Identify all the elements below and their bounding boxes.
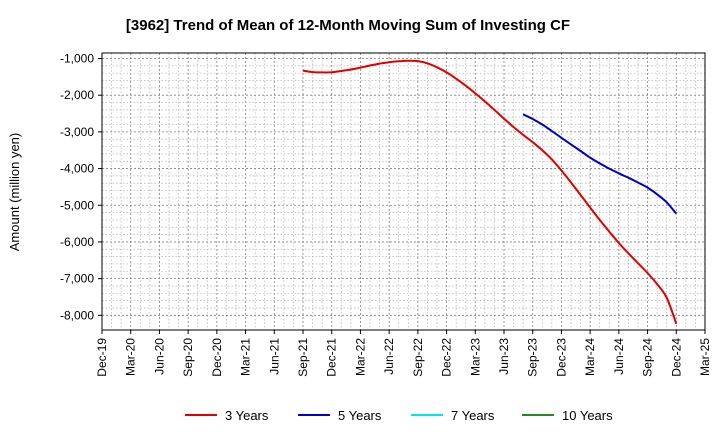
x-tick-label: Mar-21: [239, 338, 253, 376]
plot-border: [101, 52, 706, 331]
series-line-3-years: [302, 59, 678, 325]
x-tick-label: Sep-23: [526, 338, 540, 377]
x-tick-label: Mar-20: [124, 338, 138, 376]
x-tick-label: Jun-22: [382, 338, 396, 375]
x-tick-label: Dec-21: [325, 338, 339, 377]
series-group: [302, 59, 678, 325]
legend-label: 10 Years: [562, 408, 613, 423]
series-line-5-years: [522, 113, 678, 215]
x-tick-label: Mar-22: [353, 338, 367, 376]
x-tick-label: Dec-24: [669, 338, 683, 377]
x-tick-label: Sep-24: [641, 338, 655, 377]
y-tick-label: -6,000: [60, 235, 94, 249]
y-tick-label: -5,000: [60, 198, 94, 212]
plot-background: [102, 53, 705, 330]
y-tick-label: -4,000: [60, 162, 94, 176]
y-axis-label: Amount (million yen): [7, 133, 22, 252]
x-tick-label: Dec-19: [95, 338, 109, 377]
x-tick-label: Jun-24: [612, 338, 626, 375]
x-tick-label: Sep-20: [181, 338, 195, 377]
y-tick-label: -2,000: [60, 88, 94, 102]
x-tick-label: Mar-24: [583, 338, 597, 376]
x-tick-label: Mar-23: [468, 338, 482, 376]
plot-area: [101, 52, 706, 331]
x-tick-label: Mar-25: [698, 338, 712, 376]
x-tick-label: Dec-20: [210, 338, 224, 377]
x-tick-label: Dec-23: [554, 338, 568, 377]
y-tick-label: -3,000: [60, 125, 94, 139]
x-tick-label: Sep-22: [411, 338, 425, 377]
legend-label: 5 Years: [338, 408, 382, 423]
chart-title: [3962] Trend of Mean of 12-Month Moving …: [126, 17, 570, 34]
legend-label: 7 Years: [451, 408, 495, 423]
x-tick-label: Jun-21: [267, 338, 281, 375]
y-tick-label: -7,000: [60, 272, 94, 286]
x-tick-label: Dec-22: [440, 338, 454, 377]
legend-label: 3 Years: [225, 408, 269, 423]
x-tick-label: Jun-20: [152, 338, 166, 375]
x-tick-label: Sep-21: [296, 338, 310, 377]
legend: 3 Years 5 Years 7 Years 10 Years: [185, 408, 613, 423]
x-axis: Dec-19 Mar-20 Jun-20 Sep-20 Dec-20 Mar-21 Jun-…: [95, 330, 712, 377]
y-tick-label: -8,000: [60, 308, 94, 322]
y-tick-label: -1,000: [60, 52, 94, 66]
x-tick-label: Jun-23: [497, 338, 511, 375]
y-axis: -1,000 -2,000 -3,000 -4,000 -5,000 -6,000 -7,0…: [60, 52, 102, 322]
